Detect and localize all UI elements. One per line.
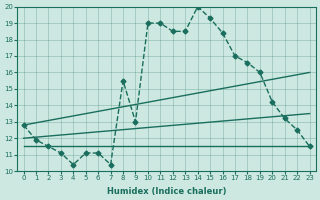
X-axis label: Humidex (Indice chaleur): Humidex (Indice chaleur) <box>107 187 226 196</box>
